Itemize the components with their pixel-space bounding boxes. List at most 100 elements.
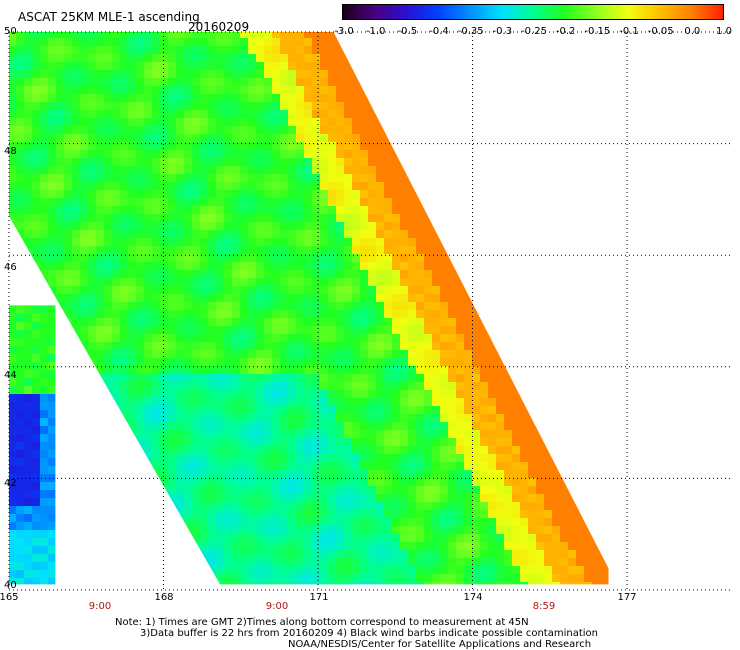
swath-cell bbox=[464, 158, 473, 167]
swath-cell bbox=[72, 430, 81, 439]
swath-cell bbox=[152, 38, 161, 47]
swath-cell bbox=[272, 406, 281, 415]
swath-cell bbox=[320, 198, 329, 207]
swath-cell bbox=[400, 198, 409, 207]
swath-cell bbox=[64, 326, 73, 335]
swath-cell bbox=[192, 102, 201, 111]
swath-cell bbox=[128, 222, 137, 231]
swath-cell bbox=[352, 294, 361, 303]
swath-cell bbox=[256, 78, 265, 87]
swath-cell bbox=[376, 198, 385, 207]
swath-cell bbox=[96, 350, 105, 359]
swath-cell bbox=[184, 422, 193, 431]
swath-cell bbox=[56, 78, 65, 87]
swath-cell bbox=[248, 326, 257, 335]
swath-cell bbox=[96, 262, 105, 271]
swath-cell bbox=[424, 86, 433, 95]
swath-cell bbox=[488, 118, 497, 127]
swath-cell bbox=[496, 534, 505, 543]
swath-cell bbox=[464, 310, 473, 319]
swath-cell bbox=[592, 174, 601, 183]
swath-cell bbox=[176, 150, 185, 159]
swath-cell bbox=[368, 230, 377, 239]
swath-cell bbox=[24, 214, 33, 223]
swath-cell bbox=[216, 62, 225, 71]
swath-cell bbox=[304, 110, 313, 119]
swath-cell bbox=[384, 246, 393, 255]
swath-cell bbox=[128, 526, 137, 535]
swath-cell bbox=[224, 414, 233, 423]
swath-cell bbox=[448, 406, 457, 415]
swath-cell bbox=[176, 262, 185, 271]
swath-cell bbox=[328, 342, 337, 351]
swath-cell bbox=[32, 54, 41, 63]
swath-cell bbox=[432, 94, 441, 103]
swath-cell bbox=[112, 222, 121, 231]
swath-cell bbox=[40, 278, 49, 287]
swath-cell bbox=[432, 382, 441, 391]
swath-cell bbox=[224, 470, 233, 479]
swath-cell bbox=[320, 158, 329, 167]
swath-cell bbox=[456, 486, 465, 495]
swath-cell bbox=[176, 550, 185, 559]
swath-cell bbox=[576, 246, 585, 255]
swath-cell bbox=[536, 286, 545, 295]
swath-cell bbox=[40, 270, 49, 279]
swath-cell bbox=[136, 518, 145, 527]
swath-cell bbox=[24, 166, 33, 175]
swath-cell bbox=[368, 350, 377, 359]
swath-cell bbox=[64, 142, 73, 151]
swath-cell bbox=[232, 462, 241, 471]
swath-cell bbox=[376, 166, 385, 175]
swath-cell bbox=[512, 78, 521, 87]
swath-cell bbox=[104, 486, 113, 495]
swath-cell bbox=[440, 334, 449, 343]
swath-cell bbox=[288, 382, 297, 391]
swath-cell bbox=[280, 310, 289, 319]
swath-cell bbox=[280, 390, 289, 399]
swath-cell bbox=[368, 454, 377, 463]
swath-cell bbox=[160, 182, 169, 191]
swath-cell bbox=[504, 278, 513, 287]
swath-cell bbox=[520, 406, 529, 415]
swath-cell bbox=[208, 502, 217, 511]
swath-cell bbox=[304, 494, 313, 503]
swath-cell bbox=[456, 414, 465, 423]
swath-cell bbox=[328, 32, 337, 39]
swath-cell bbox=[432, 534, 441, 543]
swath-cell bbox=[592, 294, 601, 303]
swath-cell bbox=[64, 62, 73, 71]
swath-cell bbox=[296, 262, 305, 271]
swath-cell bbox=[448, 230, 457, 239]
swath-cell bbox=[504, 294, 513, 303]
swath-cell bbox=[352, 494, 361, 503]
swath-cell bbox=[136, 470, 145, 479]
swath-cell bbox=[144, 270, 153, 279]
swath-cell bbox=[392, 550, 401, 559]
swath-cell bbox=[504, 438, 513, 447]
swath-cell bbox=[296, 270, 305, 279]
swath-cell bbox=[440, 166, 449, 175]
swath-cell bbox=[96, 446, 105, 455]
swath-cell bbox=[112, 342, 121, 351]
swath-cell bbox=[208, 358, 217, 367]
swath-cell bbox=[320, 214, 329, 223]
swath-cell bbox=[96, 174, 105, 183]
swath-cell bbox=[280, 102, 289, 111]
swath-cell bbox=[304, 46, 313, 55]
swath-cell bbox=[360, 142, 369, 151]
swath-cell bbox=[112, 214, 121, 223]
swath-cell bbox=[376, 254, 385, 263]
swath-cell bbox=[304, 318, 313, 327]
swath-cell bbox=[40, 214, 49, 223]
swath-cell bbox=[120, 38, 129, 47]
swath-cell bbox=[592, 494, 601, 503]
swath-cell bbox=[424, 246, 433, 255]
swath-cell bbox=[144, 174, 153, 183]
swath-cell bbox=[536, 422, 545, 431]
swath-cell bbox=[144, 222, 153, 231]
swath-cell bbox=[88, 358, 97, 367]
swath-cell bbox=[392, 270, 401, 279]
swath-cell bbox=[464, 374, 473, 383]
